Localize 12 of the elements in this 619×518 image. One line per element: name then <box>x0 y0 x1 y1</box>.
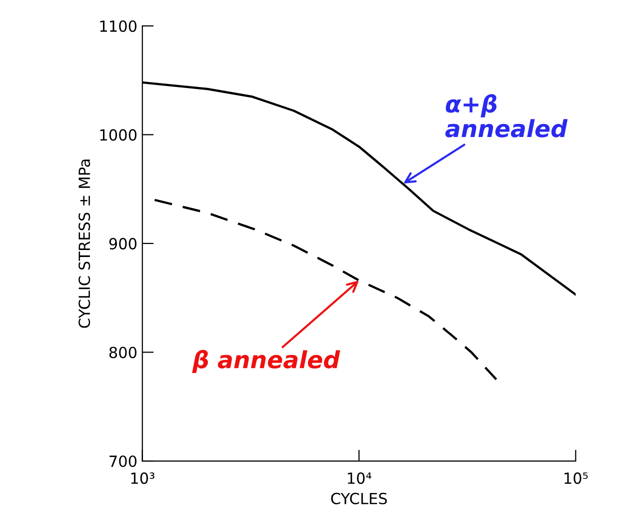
y-tick-label: 1000 <box>100 129 136 141</box>
annotation: α+β annealed <box>445 94 568 138</box>
y-axis-title: CYCLIC STRESS ± MPa <box>78 160 90 328</box>
x-tick-label: 10³ <box>131 472 154 484</box>
y-tick-label: 800 <box>109 346 136 358</box>
x-tick-label: 10⁴ <box>348 472 372 484</box>
y-tick-label: 900 <box>109 238 136 250</box>
x-tick-label: 10⁵ <box>564 472 588 484</box>
y-tick-label: 1100 <box>100 20 136 32</box>
x-axis-title: CYCLES <box>331 492 387 504</box>
annotation: β annealed <box>192 350 340 374</box>
y-tick-label: 700 <box>110 455 136 468</box>
